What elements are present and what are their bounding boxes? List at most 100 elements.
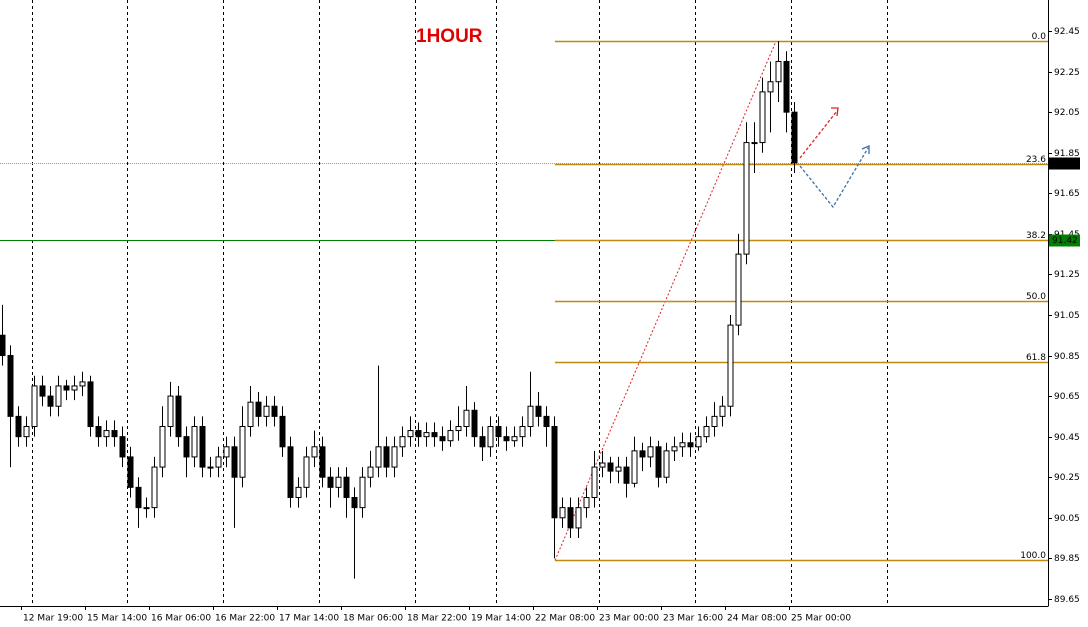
candle-body: [695, 436, 702, 448]
candle-body: [247, 401, 254, 428]
y-tick-label: 90.05: [1054, 514, 1080, 524]
candle-body: [223, 446, 230, 458]
candle-body: [119, 436, 126, 458]
fib-label: 100.0: [1020, 551, 1046, 561]
x-tick-label: 22 Mar 08:00: [535, 614, 595, 624]
candle-body: [183, 436, 190, 458]
y-tick-label: 90.45: [1054, 433, 1080, 443]
candle-body: [15, 415, 22, 438]
candle-body: [127, 456, 134, 488]
y-tick-label: 90.85: [1054, 352, 1080, 362]
candle-body: [479, 436, 486, 448]
candle-body: [591, 466, 598, 498]
blue-arrow-head: [861, 145, 870, 154]
candle-body: [175, 395, 182, 438]
candle-body: [527, 405, 534, 428]
candle-body: [639, 450, 646, 458]
candle-body: [279, 415, 286, 448]
candle-body: [0, 334, 6, 357]
candle-body: [575, 507, 582, 529]
candle-body: [383, 446, 390, 468]
candle-body: [151, 466, 158, 509]
y-tick-label: 89.65: [1054, 595, 1080, 605]
candle-body: [327, 476, 334, 488]
red-arrow-head: [831, 107, 839, 117]
x-tick-label: 18 Mar 06:00: [343, 614, 403, 624]
candle-body: [711, 415, 718, 428]
y-tick-label: 91.85: [1054, 149, 1080, 159]
candle-body: [23, 426, 30, 438]
candle-body: [599, 462, 606, 468]
candle-body: [791, 111, 798, 164]
candle-body: [359, 476, 366, 509]
candle-body: [199, 426, 206, 468]
candle-body: [519, 426, 526, 438]
y-tick-label: 91.25: [1054, 270, 1080, 280]
candle-body: [391, 446, 398, 468]
candle-body: [511, 436, 518, 442]
chart-title: 1HOUR: [416, 26, 483, 47]
candle-body: [271, 405, 278, 417]
x-tick-label: 18 Mar 22:00: [407, 614, 467, 624]
candle-body: [783, 60, 790, 113]
y-tick-label: 92.05: [1054, 108, 1080, 118]
y-tick-label: 92.25: [1054, 68, 1080, 78]
y-tick-label: 90.25: [1054, 473, 1080, 483]
candle-body: [615, 466, 622, 472]
candle-body: [191, 426, 198, 458]
candle-body: [767, 81, 774, 93]
x-tick-label: 23 Mar 16:00: [663, 614, 723, 624]
price-badge: [1049, 234, 1080, 247]
candle-body: [567, 507, 574, 529]
candle-body: [207, 466, 214, 469]
candle-body: [759, 91, 766, 144]
candle-body: [375, 446, 382, 468]
candle-body: [239, 426, 246, 478]
candle-body: [471, 409, 478, 438]
candle-body: [111, 430, 118, 438]
candle-body: [47, 395, 54, 407]
candle-body: [775, 60, 782, 83]
red-arrow: [799, 110, 838, 159]
fib-label: 61.8: [1026, 353, 1046, 363]
candle-body: [287, 446, 294, 498]
candle-body: [295, 486, 302, 498]
candle-body: [335, 476, 342, 488]
candle-body: [551, 426, 558, 519]
price-badge-label: 91.80: [1052, 159, 1078, 169]
candle-body: [559, 507, 566, 519]
candle-body: [503, 436, 510, 442]
candle-body: [167, 395, 174, 428]
candle-body: [95, 426, 102, 438]
x-tick-label: 12 Mar 19:00: [23, 614, 83, 624]
candle-body: [215, 456, 222, 468]
candle-body: [343, 476, 350, 498]
candle-body: [311, 446, 318, 458]
x-tick-label: 24 Mar 08:00: [727, 614, 787, 624]
candle-body: [607, 462, 614, 472]
candle-body: [319, 446, 326, 478]
forecast-arrows: [799, 107, 870, 209]
candle-body: [679, 442, 686, 448]
x-tick-label: 16 Mar 22:00: [215, 614, 275, 624]
candle-body: [535, 405, 542, 417]
day-separators: [32, 0, 888, 606]
fib-label: 0.0: [1032, 32, 1047, 42]
x-tick-label: 15 Mar 14:00: [87, 614, 147, 624]
candle-body: [351, 496, 358, 509]
fib-label: 38.2: [1026, 231, 1046, 241]
candle-body: [647, 446, 654, 458]
candle-body: [583, 496, 590, 509]
candle-body: [751, 142, 758, 145]
y-tick-label: 90.65: [1054, 392, 1080, 402]
candle-body: [71, 385, 78, 391]
x-tick-label: 25 Mar 00:00: [791, 614, 851, 624]
candle-body: [495, 426, 502, 438]
candle-body: [143, 507, 150, 510]
price-badge-label: 91.42: [1052, 236, 1078, 246]
candle-body: [671, 446, 678, 452]
candle-body: [727, 324, 734, 407]
candle-body: [159, 426, 166, 468]
candle-body: [39, 385, 46, 397]
fib-label: 50.0: [1026, 292, 1046, 302]
